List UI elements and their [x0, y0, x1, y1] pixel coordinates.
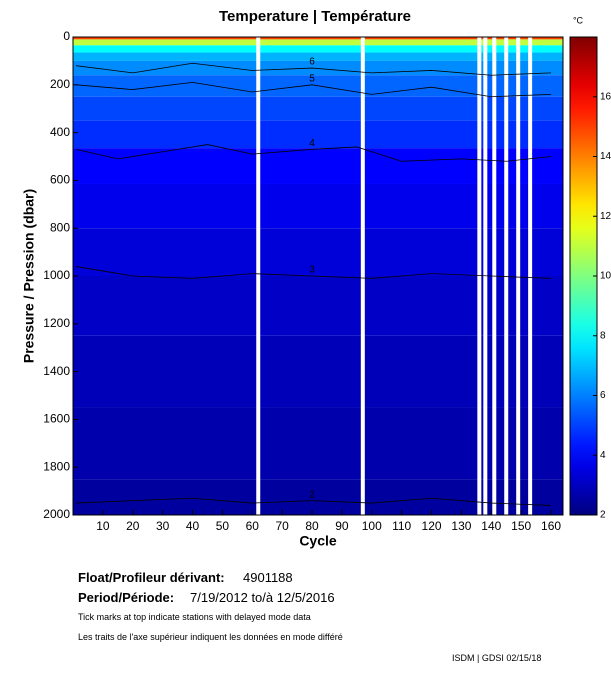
field-band [73, 37, 563, 40]
field-band [73, 148, 563, 184]
contour-label: 5 [309, 73, 315, 84]
colorbar-tick-label: 8 [600, 330, 606, 341]
x-tick-label: 110 [392, 519, 411, 533]
credit: ISDM | GDSI 02/15/18 [452, 653, 542, 663]
data-gap [504, 37, 509, 515]
x-tick-label: 80 [305, 519, 319, 533]
field-band [73, 228, 563, 276]
colorbar-tick-label: 16 [600, 91, 611, 102]
data-gap [256, 37, 261, 515]
contour-line [75, 144, 552, 162]
field-band [73, 335, 563, 408]
period: 7/19/2012 to/à 12/5/2016 [190, 590, 335, 605]
data-gap [528, 37, 533, 515]
x-tick-label: 130 [451, 519, 471, 533]
y-tick-label: 1400 [43, 364, 70, 378]
colorbar-unit: °C [573, 15, 584, 25]
field-band [73, 183, 563, 229]
contour-line [75, 497, 552, 506]
field-band [73, 60, 563, 76]
y-tick-label: 1600 [43, 412, 70, 426]
colorbar-tick-label: 4 [600, 450, 606, 461]
y-tick-label: 800 [50, 220, 70, 234]
y-tick-label: 1000 [43, 268, 70, 282]
colorbar-tick-label: 12 [600, 211, 611, 222]
period-label: Period/Période: [78, 590, 175, 605]
field-band [73, 276, 563, 336]
x-tick-label: 160 [541, 519, 561, 533]
note-en: Tick marks at top indicate stations with… [78, 612, 311, 622]
contour-line [75, 82, 552, 98]
y-tick-label: 400 [50, 125, 70, 139]
chart: Temperature | Température Cycle Pressure… [21, 8, 611, 549]
colorbar [569, 36, 598, 516]
x-tick-label: 40 [186, 519, 200, 533]
chart-title: Temperature | Température [219, 8, 411, 25]
field-band [73, 96, 563, 121]
y-tick-label: 0 [63, 29, 70, 43]
contour-label: 6 [309, 57, 315, 68]
data-gap [477, 37, 482, 515]
x-tick-label: 10 [96, 519, 110, 533]
colorbar-tick-label: 14 [600, 151, 611, 162]
y-tick-label: 2000 [43, 507, 70, 521]
field-band [73, 39, 563, 46]
colorbar-tick-label: 10 [600, 271, 611, 282]
float-id: 4901188 [243, 570, 293, 585]
field-band [73, 407, 563, 480]
y-axis-label: Pressure / Pression (dbar) [21, 189, 37, 363]
note-fr: Les traits de l'axe supérieur indiquent … [78, 632, 343, 642]
x-tick-label: 70 [275, 519, 289, 533]
contour-label: 2 [309, 489, 315, 500]
field-band [73, 52, 563, 61]
contour-line [75, 62, 552, 76]
x-tick-label: 100 [362, 519, 382, 533]
x-tick-label: 30 [156, 519, 170, 533]
colorbar-tick-label: 2 [600, 510, 606, 521]
x-tick-label: 50 [216, 519, 230, 533]
x-tick-label: 60 [246, 519, 260, 533]
x-tick-label: 90 [335, 519, 349, 533]
field-band [73, 120, 563, 149]
x-tick-label: 120 [422, 519, 442, 533]
x-tick-label: 20 [126, 519, 140, 533]
colorbar-tick-label: 6 [600, 390, 606, 401]
data-gap [516, 37, 521, 515]
contour-label: 4 [309, 138, 315, 149]
x-axis-label: Cycle [299, 533, 337, 549]
field-band [73, 479, 563, 515]
contour-line [75, 266, 552, 279]
data-gap [360, 37, 365, 515]
y-tick-label: 200 [50, 77, 70, 91]
contour-label: 3 [309, 265, 315, 276]
y-tick-label: 600 [50, 173, 70, 187]
float-label: Float/Profileur dérivant: [78, 570, 225, 585]
y-tick-label: 1200 [43, 316, 70, 330]
field-band [73, 45, 563, 53]
y-tick-label: 1800 [43, 459, 70, 473]
x-tick-label: 150 [511, 519, 531, 533]
x-tick-label: 140 [481, 519, 501, 533]
